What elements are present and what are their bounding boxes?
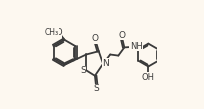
Text: O: O: [118, 31, 125, 40]
Text: OH: OH: [142, 73, 155, 82]
Text: N: N: [102, 59, 109, 68]
Text: NH: NH: [130, 42, 142, 51]
Text: CH₃: CH₃: [45, 28, 59, 37]
Text: S: S: [93, 84, 99, 93]
Text: O: O: [55, 28, 62, 37]
Text: O: O: [92, 34, 99, 43]
Text: S: S: [80, 66, 86, 75]
